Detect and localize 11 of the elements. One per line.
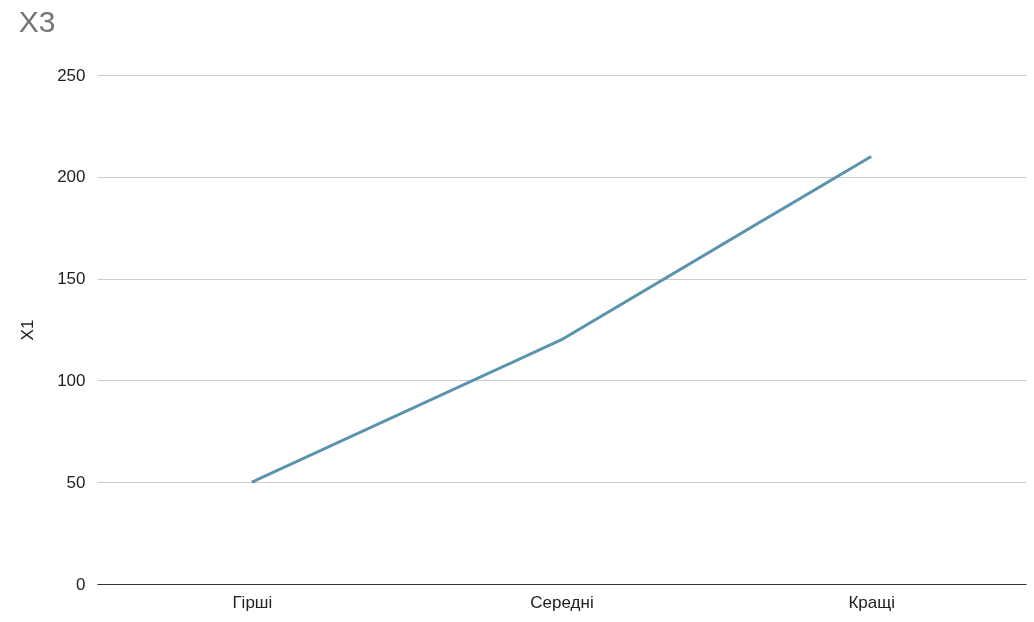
y-tick-label: 0: [76, 574, 86, 594]
x-tick-label: Середні: [530, 592, 594, 612]
chart-title: X3: [18, 5, 56, 38]
y-tick-label: 50: [66, 472, 86, 492]
y-axis-title: X1: [18, 319, 38, 341]
y-tick-label: 100: [57, 370, 86, 390]
x-tick-label: Кращі: [848, 592, 895, 612]
x-tick-label: Гірші: [232, 592, 273, 612]
y-tick-label: 200: [57, 167, 86, 187]
y-tick-label: 250: [57, 65, 86, 85]
y-tick-label: 150: [57, 269, 86, 289]
